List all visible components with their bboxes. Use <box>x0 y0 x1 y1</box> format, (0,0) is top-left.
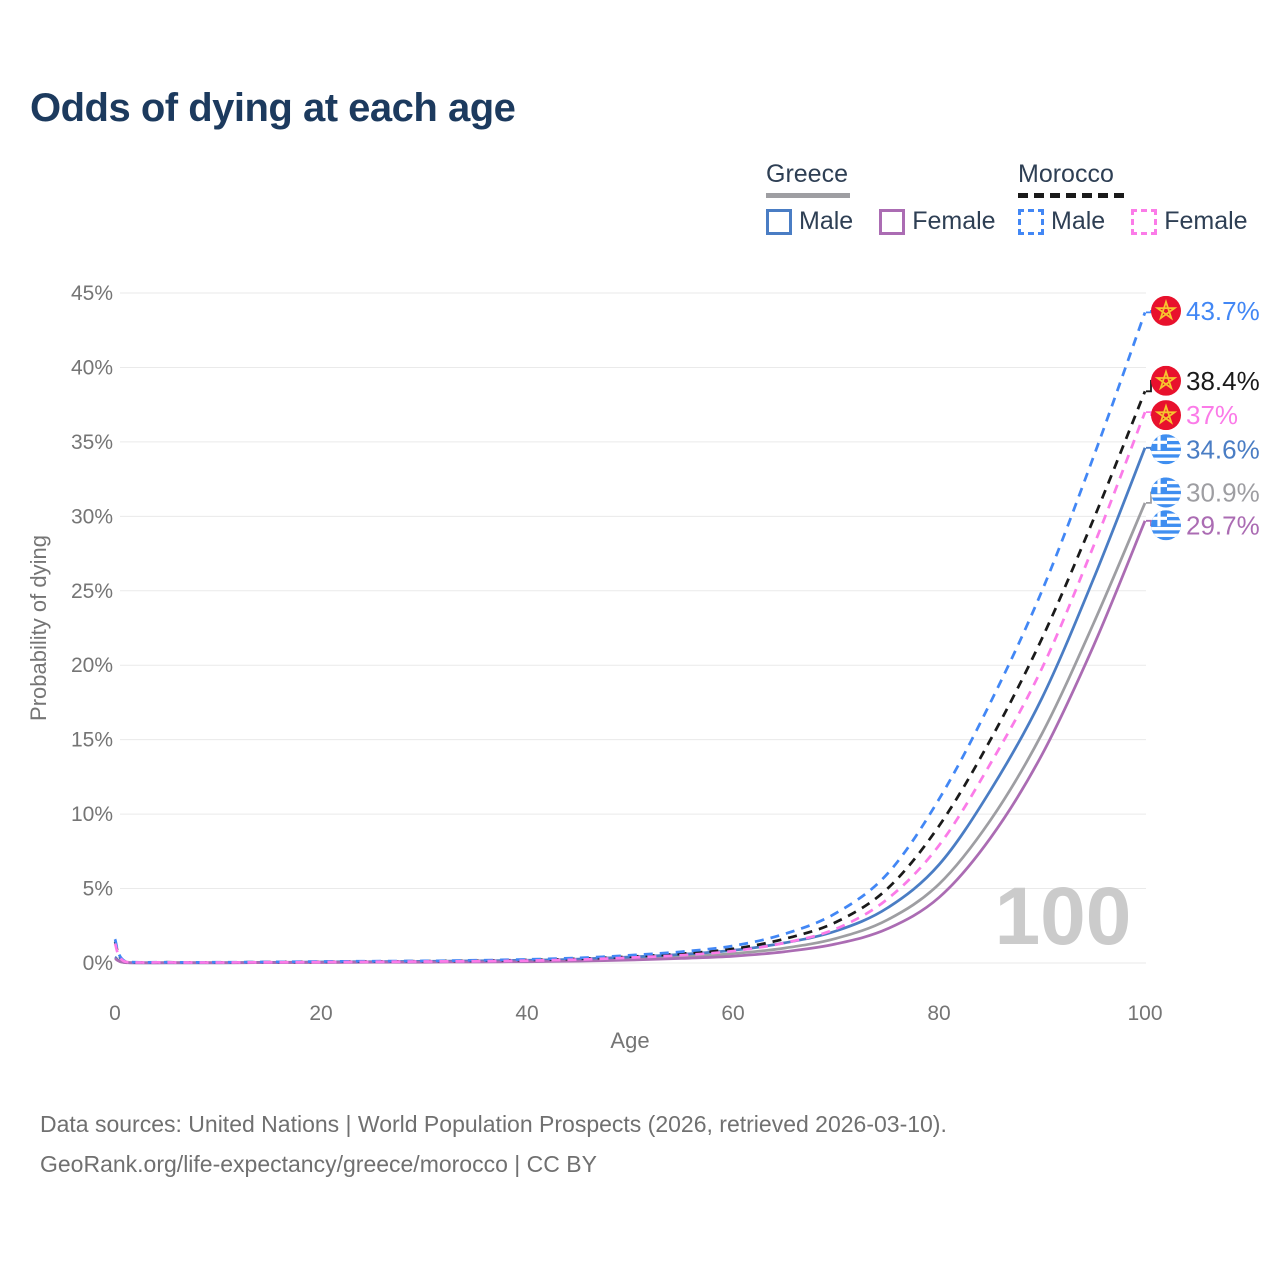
morocco-male-swatch-icon <box>1018 208 1044 235</box>
end-label-value: 43.7% <box>1186 296 1260 326</box>
legend-group-greece: Greece Male Female <box>766 160 996 236</box>
legend-item-morocco-female[interactable]: Female <box>1131 207 1248 236</box>
end-label-greece-male[interactable]: 34.6% <box>1151 434 1260 465</box>
y-tick-label: 5% <box>83 878 113 901</box>
greece-flag-icon <box>1151 510 1181 541</box>
end-label-greece-female[interactable]: 29.7% <box>1151 510 1260 541</box>
greece-flag-icon <box>1151 477 1181 508</box>
greece-female-swatch-icon <box>879 208 906 235</box>
x-tick-label: 80 <box>927 1002 950 1025</box>
legend-item-greece-male[interactable]: Male <box>766 207 853 236</box>
end-label-value: 29.7% <box>1186 510 1260 540</box>
end-label-morocco-male[interactable]: 43.7% <box>1151 295 1260 326</box>
end-label-value: 30.9% <box>1186 478 1260 508</box>
end-label-morocco-total[interactable]: 38.4% <box>1151 365 1260 396</box>
y-tick-label: 20% <box>71 654 113 677</box>
end-label-morocco-female[interactable]: 37% <box>1151 400 1238 431</box>
morocco-flag-icon <box>1151 400 1181 431</box>
legend-group-morocco: Morocco Male Female <box>1018 160 1248 236</box>
morocco-female-swatch-icon <box>1131 208 1158 235</box>
x-tick-label: 100 <box>1127 1002 1162 1025</box>
end-label-value: 38.4% <box>1186 366 1260 396</box>
end-label-value: 37% <box>1186 400 1238 430</box>
footer: Data sources: United Nations | World Pop… <box>40 1104 947 1184</box>
greece-male-swatch-icon <box>766 208 792 235</box>
legend-item-greece-female[interactable]: Female <box>879 207 996 236</box>
end-label-greece-total[interactable]: 30.9% <box>1151 477 1260 508</box>
series-line-greece-total[interactable] <box>114 502 1147 965</box>
series-line-morocco-female[interactable] <box>113 411 1147 964</box>
x-tick-label: 0 <box>109 1002 121 1025</box>
series-line-greece-male[interactable] <box>114 447 1147 965</box>
greece-line-swatch <box>766 193 850 198</box>
y-tick-label: 35% <box>71 431 113 454</box>
y-tick-label: 40% <box>71 356 113 379</box>
y-tick-label: 25% <box>71 580 113 603</box>
y-tick-label: 10% <box>71 803 113 826</box>
x-tick-label: 20 <box>309 1002 332 1025</box>
page-title: Odds of dying at each age <box>30 86 516 130</box>
data-sources-line: Data sources: United Nations | World Pop… <box>40 1111 947 1137</box>
series-line-morocco-total[interactable] <box>113 390 1147 964</box>
series-line-morocco-male[interactable] <box>113 311 1147 964</box>
legend-country-label: Morocco <box>1018 160 1114 188</box>
age-watermark: 100 <box>995 871 1132 962</box>
y-tick-label: 45% <box>71 282 113 305</box>
y-tick-label: 15% <box>71 729 113 752</box>
end-label-value: 34.6% <box>1186 434 1260 464</box>
morocco-line-swatch <box>1018 193 1124 198</box>
y-tick-label: 0% <box>83 952 113 975</box>
y-axis-title: Probability of dying <box>26 535 51 721</box>
x-axis-title: Age <box>610 1028 649 1053</box>
legend-country-label: Greece <box>766 160 848 188</box>
attribution-line: GeoRank.org/life-expectancy/greece/moroc… <box>40 1151 597 1177</box>
morocco-flag-icon <box>1151 295 1181 326</box>
greece-flag-icon <box>1151 434 1181 465</box>
y-tick-label: 30% <box>71 505 113 528</box>
x-tick-label: 40 <box>515 1002 538 1025</box>
morocco-flag-icon <box>1151 365 1181 396</box>
x-tick-label: 60 <box>721 1002 744 1025</box>
legend-item-morocco-male[interactable]: Male <box>1018 207 1105 236</box>
